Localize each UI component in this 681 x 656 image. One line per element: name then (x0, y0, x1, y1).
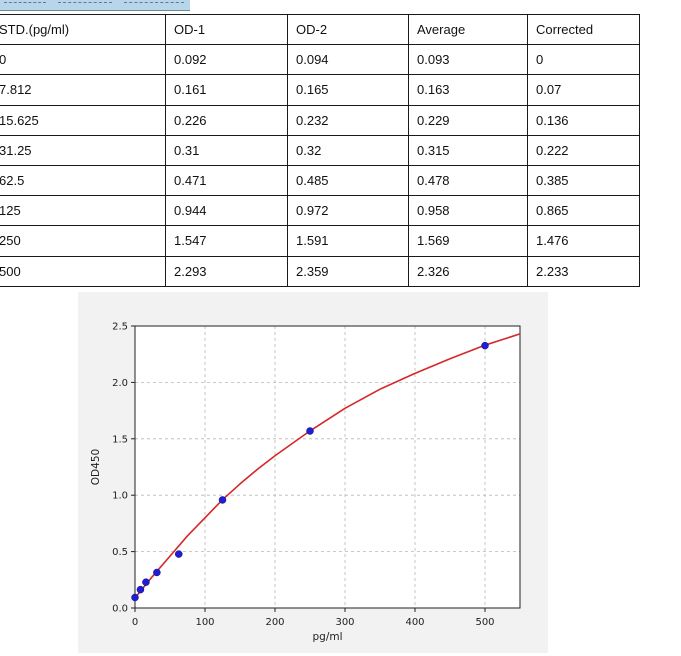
column-header: OD-2 (287, 13, 409, 46)
x-axis-label: pg/ml (312, 631, 342, 643)
table-row: 250 1.547 1.591 1.569 1.476 (0, 225, 640, 257)
table-cell: 0.226 (165, 104, 288, 136)
y-tick-label: 1.5 (112, 434, 128, 445)
data-point (136, 585, 145, 594)
data-point (131, 593, 139, 602)
table-cell: 250 (0, 225, 166, 257)
table-cell: 0.958 (408, 195, 528, 227)
x-tick-label: 0 (132, 617, 138, 628)
chart-svg: 0 100 200 300 400 500 0.0 0.5 1.0 1.5 2.0 2.5 pg/ml O… (90, 322, 521, 643)
table-cell: 2.293 (165, 255, 288, 287)
plot-area (135, 326, 520, 608)
table-row: 31.25 0.31 0.32 0.315 0.222 (0, 134, 640, 166)
table-cell: 0.136 (527, 104, 640, 136)
x-tick-label: 500 (475, 617, 494, 628)
column-header: Average (408, 13, 528, 46)
table-cell: 125 (0, 195, 166, 227)
table-cell: 0.972 (287, 195, 409, 227)
fit-curve-line (134, 333, 521, 599)
table-cell: 0.315 (408, 134, 528, 166)
table-cell: 1.547 (165, 225, 288, 257)
y-tick-label: 0.0 (112, 604, 128, 615)
data-point (481, 341, 489, 350)
table-cell: 0 (0, 44, 166, 76)
table-cell: 2.359 (287, 255, 409, 287)
table-cell: 0.161 (165, 74, 288, 106)
table-cell: 1.591 (287, 225, 409, 257)
data-point (218, 496, 227, 504)
standard-curve-table: STD.(pg/ml)OD-1OD-2AverageCorrected00.09… (0, 13, 640, 287)
table-cell: 0.222 (527, 134, 640, 166)
x-tick-label: 300 (335, 617, 354, 628)
table-row: 500 2.293 2.359 2.326 2.233 (0, 255, 640, 287)
plot-frame (134, 325, 521, 609)
standard-curve-chart: 0 100 200 300 400 500 0.0 0.5 1.0 1.5 2.0 2.5 pg/ml O… (78, 292, 548, 653)
x-tick-label: 100 (195, 617, 214, 628)
table-row: 125 0.944 0.972 0.958 0.865 (0, 195, 640, 227)
table-cell: 2.233 (527, 255, 640, 287)
table-cell: 0.944 (165, 195, 288, 227)
column-header: STD.(pg/ml) (0, 13, 166, 46)
header-highlight-bar (0, 0, 190, 11)
data-point (306, 427, 314, 435)
data-point (142, 578, 150, 586)
table-row: 7.812 0.161 0.165 0.163 0.07 (0, 74, 640, 106)
y-tick-label: 2.5 (112, 322, 128, 333)
column-header: Corrected (527, 13, 640, 46)
table-header-row: STD.(pg/ml) OD-1 OD-2 Average Corrected (0, 13, 640, 46)
table-row: 15.625 0.226 0.232 0.229 0.136 (0, 104, 640, 136)
table-cell: 0.07 (527, 74, 640, 106)
x-tick-label: 200 (265, 617, 284, 628)
table-cell: 0.093 (408, 44, 528, 76)
table-cell: 62.5 (0, 164, 166, 197)
table-cell: 0.163 (408, 74, 528, 106)
table-cell: 0.31 (165, 134, 288, 166)
table-cell: 0 (527, 44, 640, 76)
table-cell: 0.385 (527, 164, 640, 197)
y-tick-label: 0.5 (112, 547, 128, 558)
table-cell: 2.326 (408, 255, 528, 287)
table-cell: 0.232 (287, 104, 409, 136)
table-cell: 0.478 (408, 164, 528, 197)
y-tick-label: 2.0 (112, 378, 128, 389)
table-cell: 0.32 (287, 134, 409, 166)
data-point (153, 568, 161, 577)
table-cell: 31.25 (0, 134, 166, 166)
x-tick-label: 400 (405, 617, 424, 628)
table-cell: 0.471 (165, 164, 288, 197)
table-cell: 0.229 (408, 104, 528, 136)
y-axis-label: OD450 (90, 449, 102, 485)
table-cell: 0.165 (287, 74, 409, 106)
table-cell: 0.094 (287, 44, 409, 76)
table-cell: 1.569 (408, 225, 528, 257)
table-cell: 15.625 (0, 104, 166, 136)
data-point (175, 550, 183, 558)
table-cell: 1.476 (527, 225, 640, 257)
table-cell: 0.092 (165, 44, 288, 76)
column-header: OD-1 (165, 13, 288, 46)
y-tick-label: 1.0 (112, 491, 128, 502)
table-cell: 0.485 (287, 164, 409, 197)
table-row: 62.5 0.471 0.485 0.478 0.385 (0, 164, 640, 197)
table-cell: 7.812 (0, 74, 166, 106)
table-cell: 500 (0, 255, 166, 287)
table-cell: 0.865 (527, 195, 640, 227)
